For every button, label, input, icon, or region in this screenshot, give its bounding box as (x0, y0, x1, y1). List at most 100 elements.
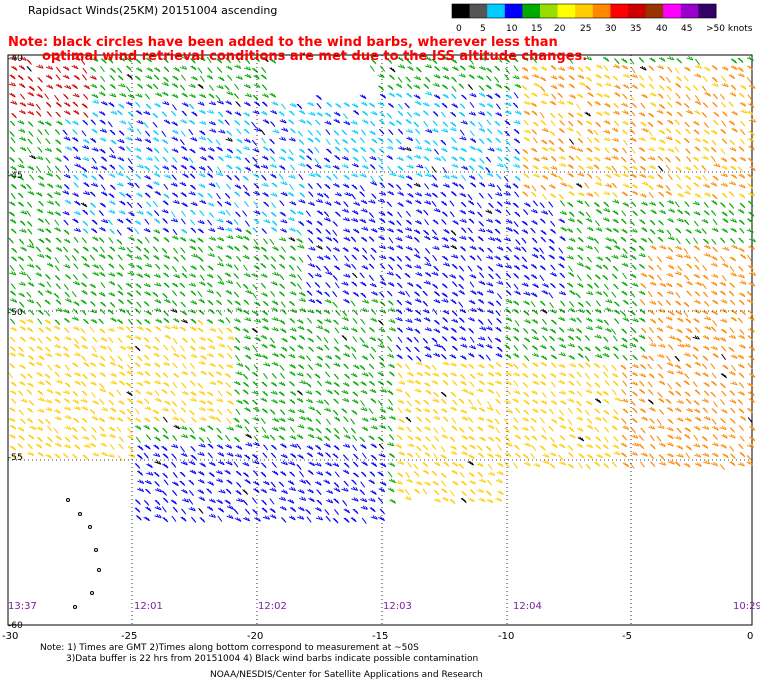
wind-barb (386, 290, 393, 297)
wind-barb (531, 328, 538, 335)
legend-swatch (575, 4, 594, 18)
wind-barb (585, 120, 593, 126)
wind-barb (593, 191, 600, 197)
wind-barb (116, 389, 122, 396)
time-label-6: 10:29 (733, 601, 760, 612)
wind-barb (595, 353, 603, 359)
wind-barb (512, 102, 519, 109)
wind-barb (469, 444, 476, 450)
wind-barb (296, 229, 302, 236)
wind-barb (198, 172, 206, 178)
wind-barb (234, 111, 242, 117)
wind-barb (458, 463, 465, 469)
wind-barb (125, 57, 132, 63)
wind-barb (404, 408, 412, 413)
wind-barb (208, 498, 216, 504)
wind-barb (596, 256, 604, 261)
wind-barb (496, 318, 502, 324)
wind-barb (134, 335, 142, 341)
wind-barb (360, 389, 368, 395)
wind-barb (710, 380, 717, 387)
wind-barb (684, 427, 691, 433)
wind-barb (188, 128, 194, 136)
wind-barb (631, 102, 637, 109)
wind-barb (216, 309, 222, 316)
wind-barb (658, 397, 665, 403)
wind-barb (371, 138, 378, 144)
wind-barb (451, 380, 458, 386)
wind-barb (234, 64, 242, 69)
wind-barb (433, 343, 442, 348)
wind-barb (100, 191, 108, 197)
wind-barb (415, 219, 422, 225)
wind-barb (740, 309, 746, 316)
wind-barb (406, 111, 413, 118)
wind-barb (207, 425, 214, 431)
wind-barb (728, 74, 736, 80)
wind-barb (100, 336, 108, 342)
wind-barb (479, 182, 486, 188)
wind-barb (730, 309, 738, 315)
wind-barb (386, 441, 395, 447)
wind-barb (514, 246, 522, 251)
wind-barb (297, 274, 303, 281)
wind-barb (181, 92, 188, 98)
wind-barb (630, 327, 637, 334)
wind-barb (323, 255, 331, 260)
wind-barb (54, 211, 61, 217)
wind-barb (576, 371, 582, 378)
wind-barb (386, 335, 393, 342)
wind-barb (18, 264, 24, 271)
wind-barb (702, 452, 710, 458)
wind-barb (424, 327, 432, 332)
wind-barb (361, 517, 367, 524)
wind-barb (513, 138, 521, 144)
wind-barb (414, 399, 421, 405)
wind-barb (477, 236, 484, 242)
wind-barb (395, 236, 403, 242)
wind-barb (746, 254, 752, 261)
wind-barb (179, 345, 185, 352)
wind-barb (577, 172, 585, 177)
wind-barb (234, 191, 241, 197)
wind-barb (154, 436, 161, 442)
wind-barb (324, 120, 332, 126)
wind-barb (603, 452, 611, 458)
wind-barb (226, 174, 232, 181)
wind-barb (236, 399, 243, 405)
wind-barb (458, 301, 464, 308)
wind-barb (595, 325, 603, 330)
wind-barb (676, 370, 684, 375)
wind-barb (108, 337, 114, 343)
wind-barb (217, 515, 223, 522)
wind-barb (325, 427, 332, 433)
wind-barb (298, 139, 305, 145)
wind-barb (199, 462, 206, 468)
wind-barb (659, 282, 667, 288)
wind-barb (470, 182, 477, 188)
wind-barb (46, 210, 54, 216)
wind-barb (425, 128, 433, 134)
wind-barb (152, 246, 159, 253)
wind-barb (486, 172, 494, 178)
wind-barb (324, 298, 332, 304)
wind-barb (512, 353, 520, 358)
wind-barb (80, 58, 86, 65)
wind-barb (667, 383, 673, 390)
wind-barb (467, 460, 474, 466)
wind-barb (46, 281, 52, 288)
wind-barb (720, 182, 728, 187)
wind-barb (324, 201, 332, 206)
wind-barb (557, 75, 565, 81)
wind-barb (576, 219, 583, 225)
wind-barb (585, 300, 591, 307)
wind-barb (180, 310, 188, 316)
wind-barb (136, 210, 144, 215)
wind-barb (658, 191, 665, 198)
wind-barb (631, 264, 637, 271)
wind-barb (46, 436, 53, 443)
wind-barb (748, 397, 755, 403)
wind-barb (163, 310, 169, 317)
wind-barb (171, 93, 179, 99)
wind-barb (10, 256, 17, 262)
